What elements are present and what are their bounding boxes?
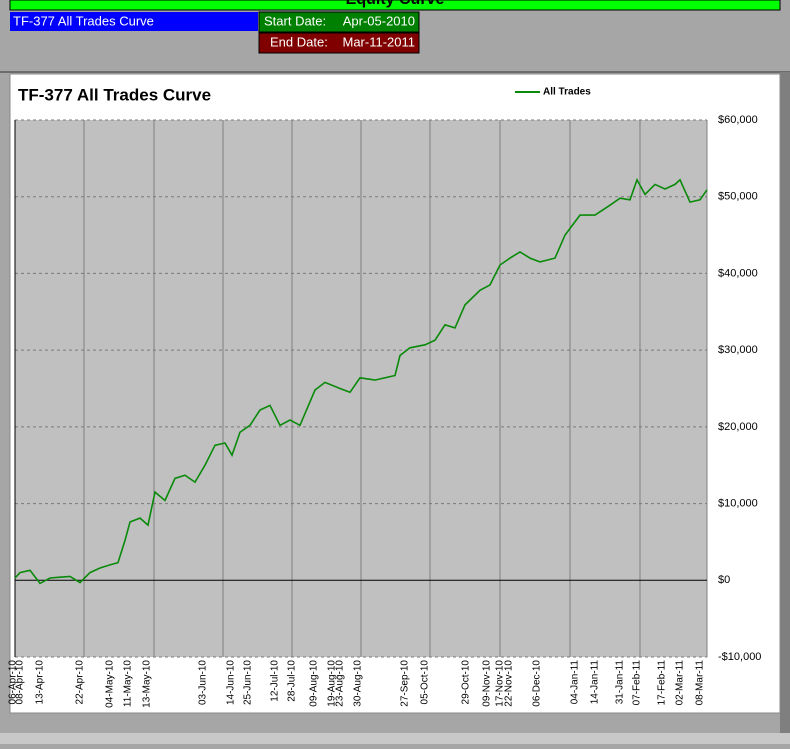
- x-tick-label: 04-May-10: [105, 660, 116, 708]
- legend-label: All Trades: [543, 87, 591, 98]
- x-tick-label: 13-Apr-10: [35, 660, 46, 705]
- y-tick-label: $20,000: [718, 421, 758, 433]
- x-tick-label: 13-May-10: [142, 660, 153, 708]
- x-tick-label: 04-Jan-11: [570, 660, 581, 705]
- title-cell: [10, 12, 258, 31]
- start-label: Start Date:: [264, 13, 326, 28]
- x-tick-label: 19-Aug-10: [327, 660, 338, 707]
- x-tick-label: 05-Oct-10: [420, 660, 431, 705]
- y-tick-label: $10,000: [718, 497, 758, 509]
- y-tick-label: $60,000: [718, 114, 758, 126]
- x-tick-label: 14-Jan-11: [590, 660, 601, 705]
- x-tick-label: 29-Oct-10: [461, 660, 472, 705]
- x-tick-label: 02-Mar-11: [675, 660, 686, 706]
- x-tick-label: 09-Aug-10: [309, 660, 320, 707]
- x-tick-label: 22-Nov-10: [504, 660, 515, 707]
- plot: $60,000 $50,000 $40,000 $30,000 $20,000 $10,0…: [8, 87, 762, 708]
- equity-line: [14, 177, 708, 585]
- start-value: Apr-05-2010: [343, 13, 415, 28]
- x-tick-label: 23-Aug-10: [335, 660, 346, 707]
- title-cell-text: TF-377 All Trades Curve: [13, 13, 154, 28]
- x-tick-label: 08-Mar-11: [695, 660, 706, 706]
- banner: [9, 0, 781, 11]
- x-tick-label: 12-Jul-10: [270, 660, 281, 702]
- x-tick-label: 07-Feb-11: [632, 660, 643, 706]
- x-tick-label: 27-Sep-10: [400, 660, 411, 707]
- x-tick-label: 17-Nov-10: [495, 660, 506, 707]
- right-edge: [780, 72, 790, 744]
- end-cell: [258, 32, 420, 54]
- y-tick-label: -$10,000: [718, 651, 761, 663]
- end-value: Mar-11-2011: [343, 34, 416, 49]
- bottom-strip: [0, 733, 790, 744]
- chart-title: TF-377 All Trades Curve: [18, 85, 211, 104]
- banner-text: Equity Curve: [346, 0, 445, 8]
- x-tick-label: 30-Aug-10: [353, 660, 364, 707]
- x-tick-label: 17-Feb-11: [657, 660, 668, 706]
- y-tick-label: $40,000: [718, 267, 758, 279]
- x-tick-label: 31-Jan-11: [615, 660, 626, 705]
- start-cell: [258, 11, 420, 33]
- x-tick-label: 06-Apr-10: [8, 660, 19, 705]
- x-tick-label: 25-Jun-10: [243, 660, 254, 705]
- x-tick-label: 09-Nov-10: [482, 660, 493, 707]
- x-tick-label: 28-Jul-10: [287, 660, 298, 702]
- end-label: End Date:: [270, 34, 328, 49]
- x-tick-label: 22-Apr-10: [75, 660, 86, 705]
- y-tick-label: $50,000: [718, 191, 758, 203]
- x-tick-label: 14-Jun-10: [226, 660, 237, 705]
- x-tick-label: 08-Apr-10: [15, 660, 26, 705]
- y-tick-label: $30,000: [718, 344, 758, 356]
- x-tick-label: 03-Jun-10: [198, 660, 209, 705]
- y-tick-label: $0: [718, 574, 730, 586]
- x-tick-label: 06-Dec-10: [532, 660, 543, 707]
- x-tick-label: 11-May-10: [123, 660, 134, 707]
